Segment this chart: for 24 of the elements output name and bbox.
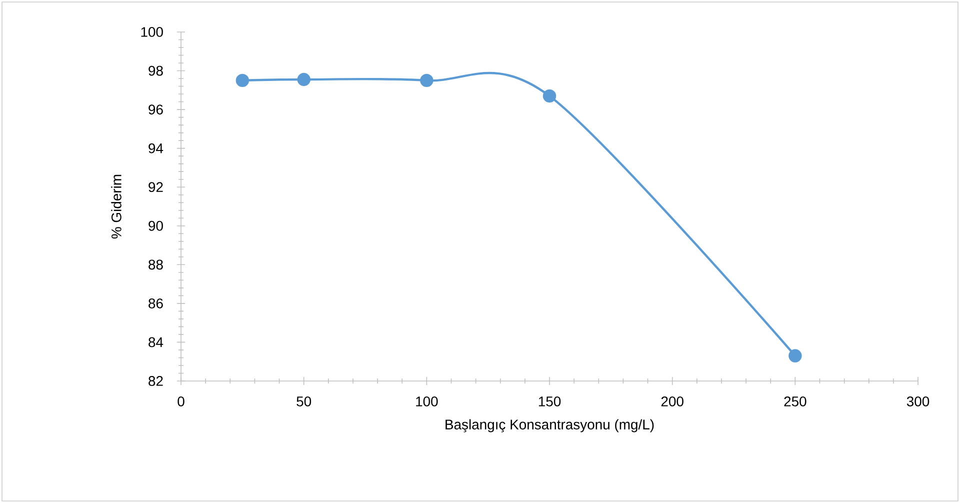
x-tick-label: 150 — [538, 396, 561, 406]
point — [788, 349, 802, 362]
point — [420, 74, 434, 88]
x-axis-title: Başlangıç Konsantrasyonu (mg/L) — [446, 419, 654, 432]
y-tick-label: 84 — [148, 337, 164, 348]
x-tick-label: 200 — [661, 396, 684, 406]
y-tick-label: 96 — [148, 104, 163, 114]
y-tick-label: 92 — [148, 182, 163, 192]
y-tick-label: 82 — [148, 376, 163, 386]
y-tick-label: 90 — [148, 220, 163, 231]
x-tick-label: 0 — [178, 396, 184, 406]
x-tick-label: 300 — [906, 396, 930, 406]
point — [542, 89, 556, 103]
x-tick-label: 100 — [416, 396, 438, 406]
y-tick-label: 100 — [141, 27, 163, 37]
y-tick-label: 86 — [148, 298, 163, 308]
y-tick-label: 98 — [148, 66, 163, 76]
y-tick-label: 94 — [148, 143, 164, 154]
point — [236, 74, 250, 88]
point — [297, 72, 310, 86]
y-tick-label: 88 — [148, 260, 163, 270]
y-axis-title: % Giderim — [111, 174, 122, 239]
x-tick-label: 50 — [296, 396, 312, 406]
x-tick-label: 250 — [784, 396, 806, 406]
